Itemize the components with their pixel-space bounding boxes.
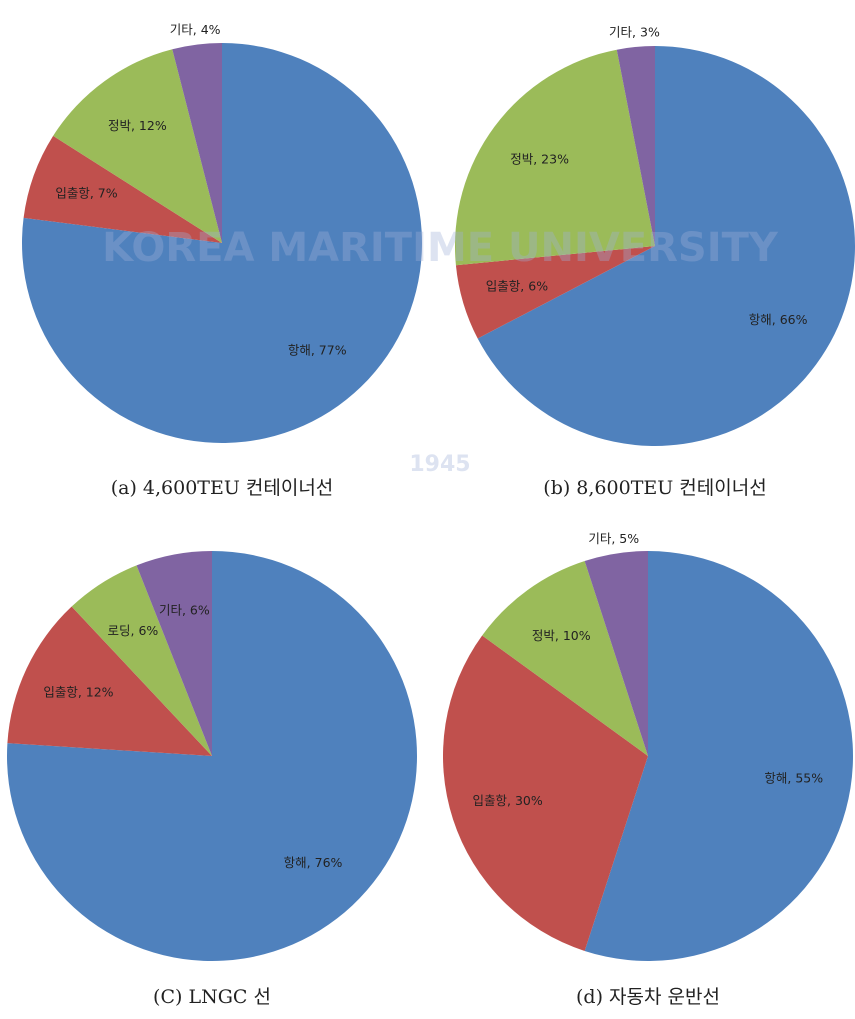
pie-slice: [136, 551, 212, 756]
caption: (b) 8,600TEU 컨테이너선: [543, 477, 766, 499]
data-label: 기타, 6%: [159, 603, 210, 618]
data-label: 항해, 76%: [284, 855, 343, 870]
charts: 항해, 77% 입출항, 7% 정박, 12% 기타, 4% (a) 4,600TEU …: [7, 22, 855, 1008]
pie-slice: [443, 635, 648, 951]
caption: (d) 자동차 운반선: [576, 986, 720, 1008]
data-label: 기타, 3%: [609, 24, 660, 39]
data-label: 입출항, 12%: [43, 685, 113, 700]
data-label: 기타, 5%: [588, 531, 639, 546]
pie-slice: [584, 551, 853, 961]
watermark-year: 1945: [409, 452, 470, 477]
pie-slice: [455, 246, 655, 339]
data-label: 기타, 4%: [170, 22, 221, 37]
pie-slice: [172, 43, 222, 243]
data-label: 항해, 55%: [764, 771, 823, 786]
pie-slice: [23, 135, 223, 243]
pie-slice: [53, 49, 222, 243]
caption: (a) 4,600TEU 컨테이너선: [111, 477, 334, 499]
watermark-text: KOREA MARITIME UNIVERSITY: [102, 225, 779, 271]
pie-slice: [482, 561, 648, 756]
pie-slice: [22, 43, 422, 444]
data-label: 로딩, 6%: [108, 623, 159, 638]
data-label: 입출항, 30%: [473, 793, 543, 808]
pie-slice: [7, 606, 212, 756]
pie-slice: [477, 46, 855, 446]
data-label: 정박, 23%: [510, 151, 569, 166]
pie-slice: [71, 565, 212, 756]
caption: (C) LNGC 선: [153, 986, 271, 1008]
data-label: 정박, 12%: [108, 118, 167, 133]
data-label: 항해, 77%: [288, 343, 347, 358]
data-label: 입출항, 6%: [486, 278, 548, 293]
pie-slice: [7, 551, 417, 961]
data-label: 정박, 10%: [532, 628, 591, 643]
pie-slice: [454, 49, 655, 266]
pie-slice: [616, 46, 655, 246]
data-label: 입출항, 7%: [55, 186, 117, 201]
data-label: 항해, 66%: [749, 312, 808, 327]
pie-slice: [584, 551, 648, 756]
